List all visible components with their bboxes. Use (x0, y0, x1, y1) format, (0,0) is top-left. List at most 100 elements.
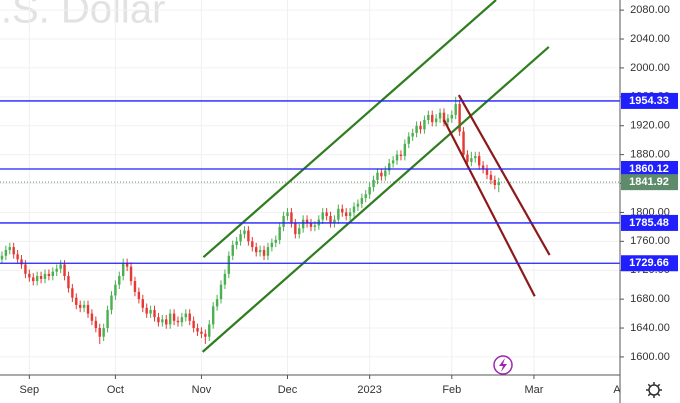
x-tick-label: Mar (524, 384, 543, 396)
candle-body (67, 276, 70, 289)
candle-body (399, 154, 403, 157)
candle-body (395, 154, 399, 161)
candle-body (294, 223, 297, 235)
candle-body (313, 225, 317, 227)
candle-body (376, 172, 379, 180)
candle-body (102, 328, 105, 337)
candle-body (219, 284, 223, 300)
candle-body (368, 187, 371, 195)
candle-body (28, 273, 31, 278)
candle-body (200, 331, 203, 334)
candle-body (235, 241, 238, 245)
y-tick-label: 1760.00 (630, 235, 670, 247)
x-tick-label: Nov (192, 384, 212, 396)
candle-body (309, 223, 313, 227)
candle-body (110, 295, 113, 310)
y-tick-label: 1880.00 (630, 149, 670, 161)
candle-body (286, 212, 289, 217)
candle-body (122, 263, 125, 277)
candle-body (384, 170, 387, 177)
price-axis-panel (620, 0, 680, 403)
candle-body (157, 317, 160, 323)
candle-body (133, 281, 137, 292)
candle-body (450, 114, 454, 119)
candle-body (125, 263, 129, 267)
candle-body (184, 313, 188, 318)
candle-body (497, 182, 500, 185)
y-tick-label: 1920.00 (630, 120, 670, 132)
candle-body (165, 319, 168, 325)
candle-body (153, 309, 156, 318)
candle-body (470, 158, 473, 162)
candle-body (458, 104, 461, 132)
level-label: 1729.66 (629, 257, 669, 269)
candle-body (63, 264, 66, 277)
candle-body (387, 163, 391, 171)
candle-body (243, 230, 246, 235)
candle-body (301, 219, 305, 229)
candle-body (98, 328, 101, 337)
candle-body (341, 208, 344, 213)
candle-body (4, 250, 8, 256)
candle-body (129, 266, 133, 282)
candle-body (223, 273, 227, 285)
candle-body (239, 234, 242, 242)
candle-body (333, 219, 336, 224)
candle-body (262, 250, 266, 256)
last-price-label: 1841.92 (629, 176, 669, 188)
candle-body (86, 304, 90, 314)
candle-body (227, 255, 231, 274)
candle-body (431, 114, 434, 123)
candle-body (20, 259, 23, 265)
candle-body (255, 247, 258, 253)
candle-body (82, 304, 86, 308)
candle-body (75, 297, 78, 305)
candle-body (282, 216, 285, 227)
trend-line (457, 94, 551, 256)
candle-body (403, 143, 407, 157)
y-tick-label: 1680.00 (630, 293, 670, 305)
settings-icon[interactable] (646, 382, 662, 398)
trend-line (201, 46, 550, 353)
candle-body (466, 154, 469, 162)
candle-body (204, 333, 207, 337)
alert-icon[interactable] (493, 355, 513, 375)
candle-body (337, 208, 340, 220)
candle-body (438, 112, 442, 119)
candle-body (321, 212, 324, 220)
candle-body (481, 165, 485, 170)
y-tick-label: 1640.00 (630, 322, 670, 334)
candle-body (161, 319, 164, 323)
candle-body (344, 212, 348, 217)
candle-body (55, 268, 58, 272)
candle-body (94, 320, 98, 329)
candle-body (372, 179, 375, 188)
candle-body (51, 271, 55, 277)
candle-body (493, 179, 497, 185)
level-label-box (621, 214, 678, 231)
candle-body (348, 212, 352, 217)
candle-body (485, 169, 489, 175)
candle-body (196, 328, 199, 332)
candle-body (258, 250, 262, 253)
candle-body (208, 324, 211, 337)
candle-body (391, 160, 395, 164)
candle-body (477, 156, 481, 166)
candle-body (325, 212, 328, 217)
y-tick-label: 2080.00 (630, 4, 670, 16)
y-tick-label: 2040.00 (630, 33, 670, 45)
x-tick-label: 2023 (357, 384, 381, 396)
candle-body (423, 119, 426, 130)
candle-body (211, 306, 215, 325)
level-label-box (621, 255, 678, 272)
watermark-title: U.S. Dollar (0, 0, 165, 32)
candle-body (462, 131, 465, 155)
level-label: 1860.12 (629, 163, 669, 175)
candle-body (446, 118, 450, 123)
candle-body (168, 313, 172, 325)
candle-body (442, 112, 446, 123)
candle-body (78, 304, 82, 308)
candle-body (192, 320, 195, 329)
candle-body (419, 125, 422, 130)
